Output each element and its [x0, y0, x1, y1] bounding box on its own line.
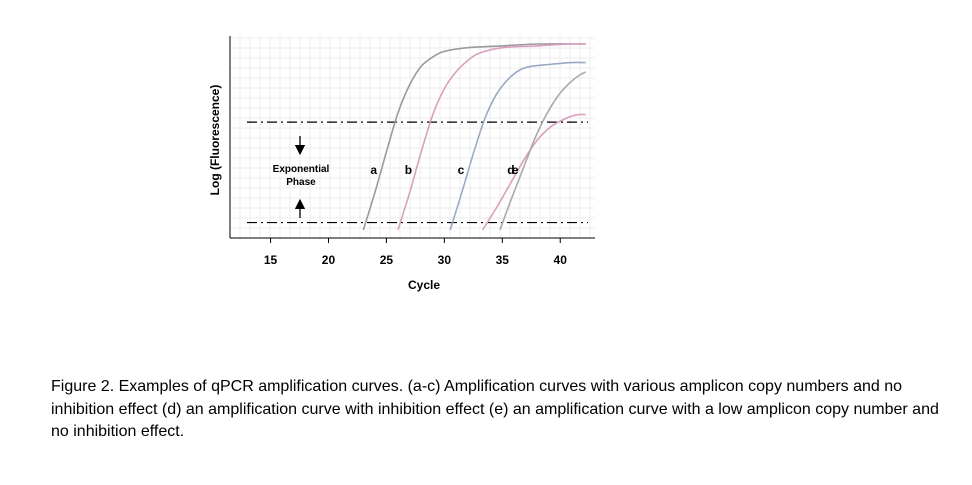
amplification-chart: 15 20 25 30 35 40 a b c de Cycle Log (Fluorescen… — [208, 36, 595, 292]
curve-c — [449, 61, 586, 231]
curve-label-b: b — [405, 163, 412, 177]
curve-b — [397, 43, 586, 231]
curve-label-c: c — [458, 163, 465, 177]
x-tick-label: 35 — [496, 253, 510, 267]
amplification-curves — [362, 43, 587, 231]
curve-label-a: a — [370, 163, 377, 177]
x-axis-label: Cycle — [408, 278, 440, 292]
y-axis-label: Log (Fluorescence) — [208, 85, 222, 196]
phase-label-line2: Phase — [286, 177, 316, 188]
x-ticks: 15 20 25 30 35 40 — [264, 238, 567, 267]
curve-label-e: e — [512, 163, 519, 177]
x-tick-label: 20 — [322, 253, 336, 267]
curve-e — [499, 71, 587, 231]
x-tick-label: 30 — [438, 253, 452, 267]
grid-lines — [230, 36, 595, 238]
exponential-phase-annotation: Exponential Phase — [273, 136, 330, 218]
x-tick-label: 25 — [380, 253, 394, 267]
axes — [229, 36, 595, 239]
curve-labels: a b c de — [370, 163, 518, 177]
curve-d — [481, 113, 586, 231]
curve-a — [362, 43, 586, 231]
figure-caption: Figure 2. Examples of qPCR amplification… — [51, 378, 939, 440]
curve-label-d: d — [507, 163, 514, 177]
x-tick-label: 40 — [554, 253, 568, 267]
x-tick-label: 15 — [264, 253, 278, 267]
threshold-lines — [247, 121, 588, 224]
phase-label-line1: Exponential — [273, 164, 330, 175]
